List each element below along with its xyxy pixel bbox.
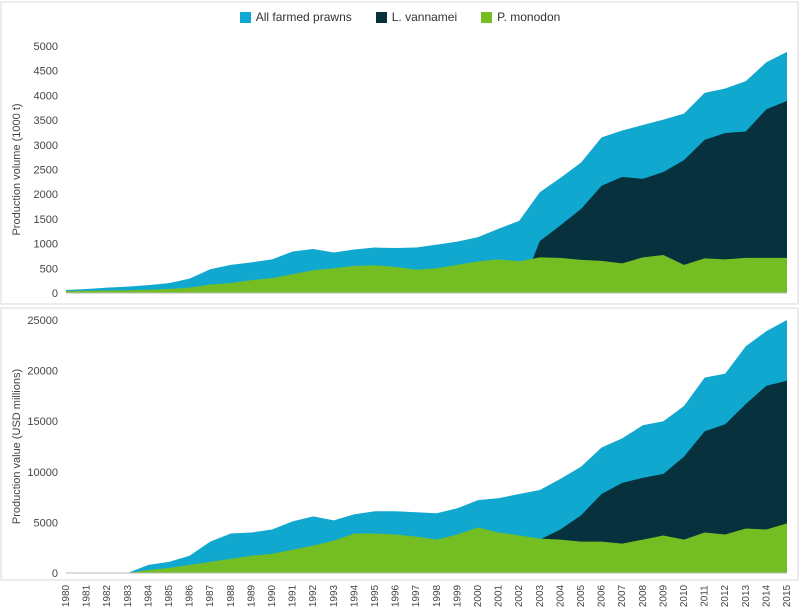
x-tick-label: 2005	[576, 584, 587, 607]
x-tick-label: 2004	[555, 584, 566, 607]
x-tick-label: 1980	[61, 584, 72, 607]
x-tick-label: 1985	[164, 584, 175, 607]
legend-swatch	[239, 11, 251, 23]
x-tick-label: 1993	[329, 584, 340, 607]
y-tick-label: 0	[52, 288, 58, 300]
year-axis: 1980 1981 1982 1983 1984 1985 1986 1987 1988 1989…	[61, 584, 793, 607]
x-tick-label: 1988	[226, 584, 237, 607]
volume-area-chart: 0 500 1000 1500 2000 2500 3000 3500 4000 4500 5000…	[11, 41, 787, 300]
x-tick-label: 2007	[617, 584, 628, 607]
y-axis-title: Production volume (1000 t)	[11, 103, 23, 235]
x-tick-label: 2009	[658, 584, 669, 607]
y-tick-label: 500	[40, 263, 58, 275]
x-tick-label: 2001	[494, 584, 505, 607]
legend-item-all-farmed-prawns: All farmed prawns	[239, 10, 352, 24]
value-area-chart: 0 5000 10000 15000 20000 25000 Production valu…	[11, 315, 787, 580]
x-tick-label: 2011	[700, 585, 711, 607]
x-tick-label: 1996	[391, 584, 402, 607]
x-tick-label: 1995	[370, 584, 381, 607]
area-series-l-vannamei	[66, 100, 787, 293]
x-tick-label: 2012	[720, 584, 731, 607]
y-tick-label: 2000	[34, 189, 58, 201]
y-tick-label: 20000	[27, 366, 58, 378]
top-chart-frame	[0, 1, 799, 305]
x-tick-label: 2008	[638, 584, 649, 607]
chart-legend: All farmed prawns L. vannamei P. monodon	[0, 10, 800, 24]
y-tick-label: 3000	[34, 140, 58, 152]
x-tick-label: 2000	[473, 584, 484, 607]
y-tick-label: 4000	[34, 90, 58, 102]
legend-label: P. monodon	[497, 10, 561, 24]
x-tick-label: 2002	[514, 584, 525, 607]
x-tick-label: 1990	[267, 584, 278, 607]
y-tick-label: 1000	[34, 239, 58, 251]
x-tick-label: 2013	[741, 584, 752, 607]
area-series-p-monodon	[66, 523, 787, 573]
area-series-p-monodon	[66, 254, 787, 293]
x-tick-label: 1982	[102, 584, 113, 607]
x-tick-label: 1987	[205, 584, 216, 607]
y-tick-label: 10000	[27, 467, 58, 479]
y-tick-label: 5000	[34, 517, 58, 529]
y-tick-label: 25000	[27, 315, 58, 327]
y-tick-label: 4500	[34, 66, 58, 78]
x-tick-label: 1984	[143, 584, 154, 607]
x-tick-label: 1998	[432, 584, 443, 607]
x-tick-label: 1981	[82, 584, 93, 607]
x-tick-label: 1991	[288, 584, 299, 607]
x-tick-label: 1989	[246, 584, 257, 607]
legend-swatch	[375, 11, 387, 23]
y-tick-label: 3500	[34, 115, 58, 127]
x-tick-label: 2015	[782, 584, 793, 607]
legend-label: All farmed prawns	[255, 10, 352, 24]
y-tick-label: 2500	[34, 165, 58, 177]
x-tick-label: 1992	[308, 584, 319, 607]
x-tick-label: 1986	[185, 584, 196, 607]
x-tick-label: 1997	[411, 584, 422, 607]
y-tick-label: 1500	[34, 214, 58, 226]
legend-label: L. vannamei	[391, 10, 458, 24]
y-tick-label: 0	[52, 568, 58, 580]
x-tick-label: 1983	[123, 584, 134, 607]
x-tick-label: 2010	[679, 584, 690, 607]
x-tick-label: 2003	[535, 584, 546, 607]
legend-item-p-monodon: P. monodon	[481, 10, 560, 24]
bottom-chart-frame	[0, 307, 799, 581]
x-tick-label: 1994	[349, 584, 360, 607]
y-axis-title: Production value (USD millions)	[11, 369, 23, 524]
x-tick-label: 2014	[761, 584, 772, 607]
y-tick-label: 5000	[34, 41, 58, 53]
area-series-l-vannamei	[66, 380, 787, 573]
legend-item-l-vannamei: L. vannamei	[375, 10, 458, 24]
x-tick-label: 2006	[597, 584, 608, 607]
legend-swatch	[481, 11, 493, 23]
y-tick-label: 15000	[27, 416, 58, 428]
x-tick-label: 1999	[452, 584, 463, 607]
